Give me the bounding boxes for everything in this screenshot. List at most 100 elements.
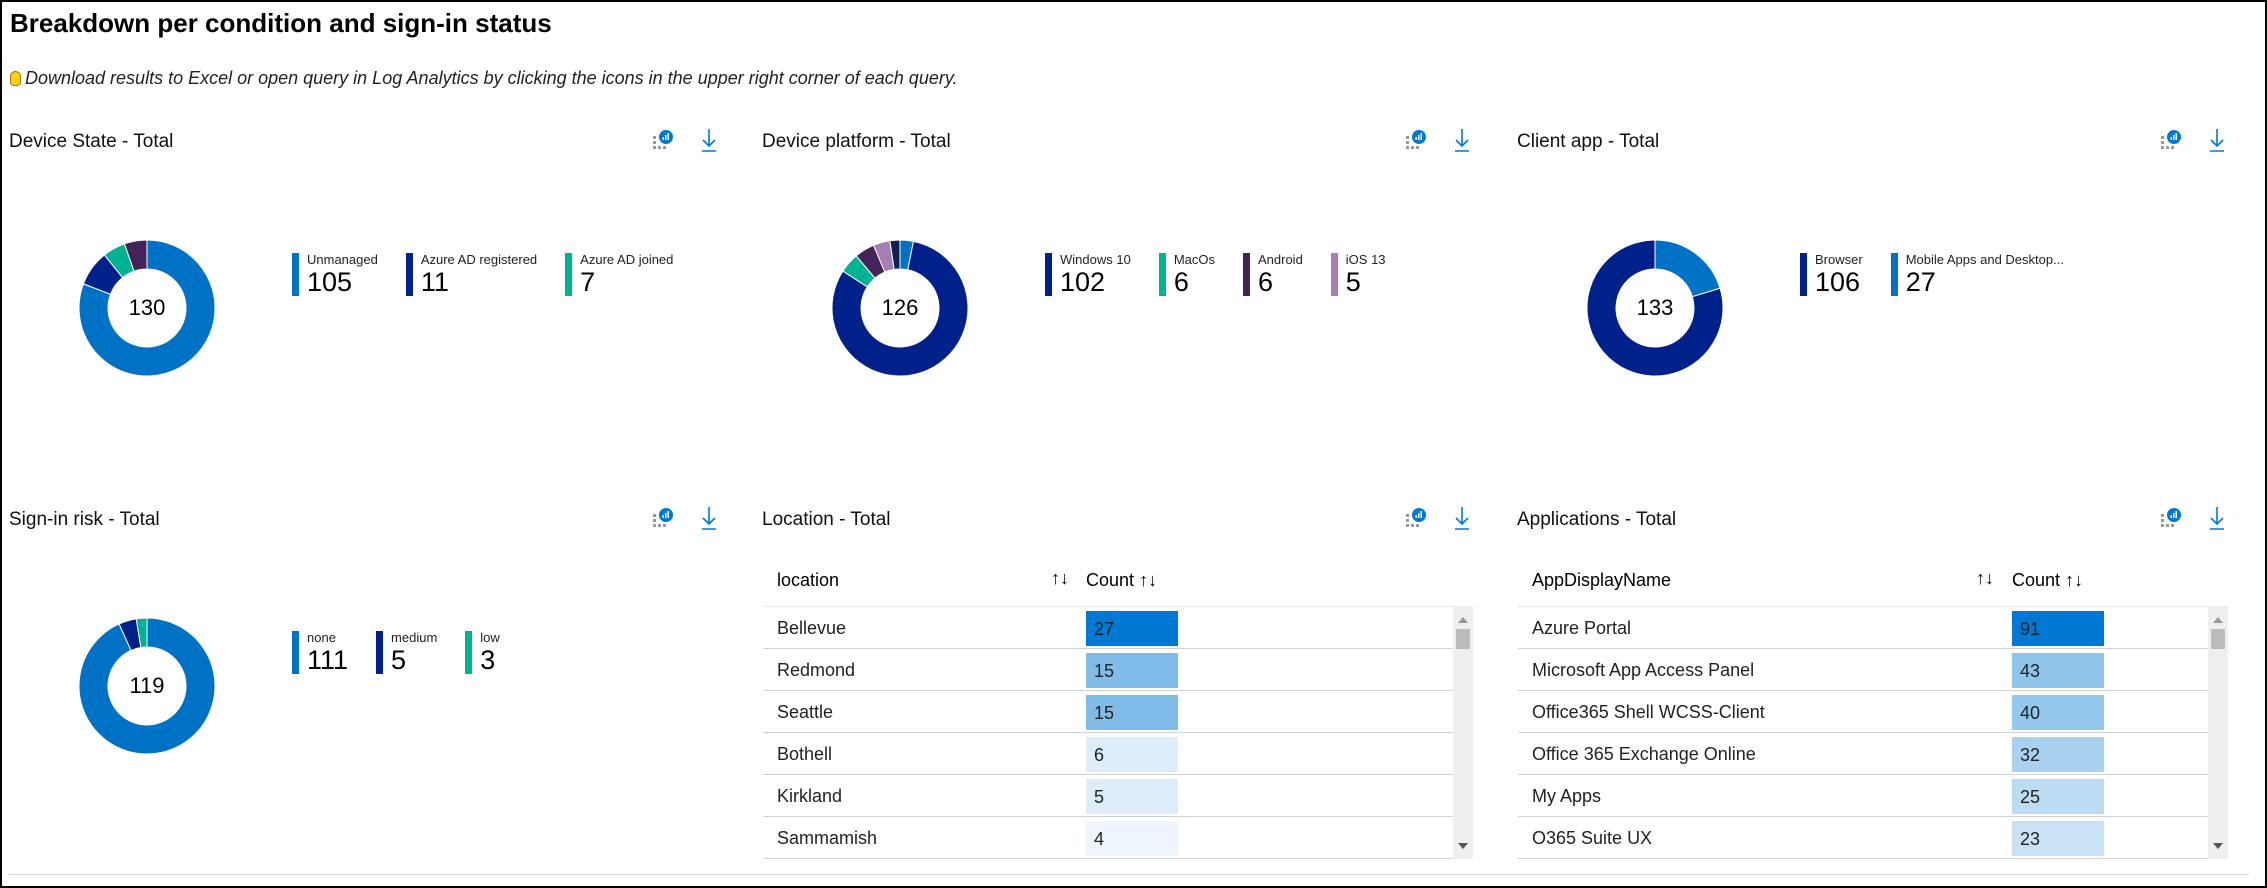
sort-icon[interactable]: ↑↓: [2065, 570, 2084, 590]
table-row[interactable]: Redmond 15: [763, 649, 1453, 691]
legend-item[interactable]: Azure AD registered 11: [405, 252, 538, 297]
scroll-up-arrow-icon[interactable]: [2213, 617, 2223, 623]
donut-slice-unmanaged[interactable]: [78, 239, 216, 377]
table-row[interactable]: Kirkland 5: [763, 775, 1453, 817]
row-name: Office 365 Exchange Online: [1532, 744, 1756, 764]
row-name: Kirkland: [777, 786, 843, 806]
row-name: My Apps: [1532, 786, 1602, 806]
column-header-count[interactable]: Count ↑↓: [2012, 570, 2084, 590]
log-analytics-icon[interactable]: [652, 129, 674, 151]
divider: [9, 874, 2249, 875]
row-count: 40: [2012, 695, 2104, 730]
chart-legend: Windows 10 102 MacOs 6 Android 6 iOS 13 …: [1045, 253, 1386, 297]
table-row[interactable]: Azure Portal 91: [1518, 607, 2208, 649]
donut-slice-none[interactable]: [78, 617, 216, 755]
legend-item[interactable]: Mobile Apps and Desktop... 27: [1890, 252, 2064, 297]
table-header: AppDisplayName ↑↓ Count ↑↓: [1518, 554, 2228, 607]
donut-chart: [78, 239, 216, 377]
legend-item[interactable]: none 111: [292, 631, 348, 675]
table-row[interactable]: Sammamish 4: [763, 817, 1453, 859]
download-icon[interactable]: [1452, 127, 1472, 153]
sort-icon[interactable]: ↑↓: [1051, 568, 1069, 588]
donut-slice[interactable]: [889, 239, 901, 271]
legend-item[interactable]: Unmanaged 105: [292, 253, 378, 297]
download-icon[interactable]: [1452, 505, 1472, 531]
download-icon[interactable]: [699, 505, 719, 531]
row-count: 25: [2012, 779, 2104, 814]
table-row[interactable]: Seattle 15: [763, 691, 1453, 733]
legend-label: medium: [391, 630, 438, 645]
chart-legend: none 111 medium 5 low 3: [292, 631, 500, 675]
table-row[interactable]: Office 365 Exchange Online 32: [1518, 733, 2208, 775]
download-icon[interactable]: [2207, 505, 2227, 531]
scrollbar-thumb[interactable]: [1456, 629, 1470, 649]
legend-value: 102: [1060, 267, 1106, 297]
log-analytics-icon[interactable]: [652, 507, 674, 529]
legend-item[interactable]: Browser 106: [1800, 253, 1863, 297]
chart-legend: Browser 106 Mobile Apps and Desktop... 2…: [1800, 253, 2064, 297]
legend-value: 27: [1905, 267, 1936, 297]
table-row[interactable]: Office365 Shell WCSS-Client 40: [1518, 691, 2208, 733]
table-row[interactable]: O365 Suite UX 23: [1518, 817, 2208, 859]
log-analytics-icon[interactable]: [2160, 507, 2182, 529]
data-table: AppDisplayName ↑↓ Count ↑↓ Azure Portal …: [1518, 554, 2228, 859]
table-header: location ↑↓ Count ↑↓: [763, 554, 1473, 607]
table-row[interactable]: Bothell 6: [763, 733, 1453, 775]
legend-label: Android: [1257, 252, 1303, 267]
legend-label: Mobile Apps and Desktop...: [1905, 252, 2064, 267]
page-title: Breakdown per condition and sign-in stat…: [10, 8, 552, 38]
sort-icon[interactable]: ↑↓: [1139, 570, 1158, 590]
scroll-down-arrow-icon[interactable]: [1458, 843, 1468, 849]
row-count: 4: [1086, 821, 1178, 856]
donut-slice-windows-10[interactable]: [831, 240, 969, 377]
legend-item[interactable]: Azure AD joined 7: [565, 253, 673, 297]
legend-label: MacOs: [1173, 252, 1215, 267]
donut-chart: [831, 239, 969, 377]
legend-item[interactable]: Windows 10 102: [1045, 253, 1131, 297]
panel-device-platform: Device platform - Total 126 Windows 10 1…: [762, 129, 1516, 501]
donut-slice-low[interactable]: [135, 617, 148, 649]
vertical-scrollbar[interactable]: [1453, 607, 1473, 859]
hint-text-row: Download results to Excel or open query …: [10, 68, 958, 89]
legend-swatch: [565, 253, 573, 296]
row-count: 23: [2012, 821, 2104, 856]
log-analytics-icon[interactable]: [1405, 129, 1427, 151]
vertical-scrollbar[interactable]: [2208, 607, 2228, 859]
legend-value: 105: [307, 267, 353, 297]
column-header-name[interactable]: location: [777, 570, 840, 590]
download-icon[interactable]: [699, 127, 719, 153]
sort-icon[interactable]: ↑↓: [1976, 568, 1994, 588]
legend-label: Unmanaged: [307, 252, 378, 267]
legend-swatch: [292, 253, 299, 296]
log-analytics-icon[interactable]: [2160, 129, 2182, 151]
legend-item[interactable]: low 3: [465, 631, 500, 675]
row-count: 43: [2012, 653, 2104, 688]
panel-title: Client app - Total: [1517, 131, 1660, 152]
scroll-up-arrow-icon[interactable]: [1458, 617, 1468, 623]
legend-item[interactable]: iOS 13 5: [1330, 252, 1386, 297]
legend-label: Azure AD registered: [420, 252, 538, 267]
row-name: Bellevue: [777, 618, 847, 638]
column-header-count[interactable]: Count ↑↓: [1086, 570, 1158, 590]
legend-swatch: [1890, 253, 1898, 296]
row-count: 5: [1086, 779, 1178, 814]
donut-slice-browser[interactable]: [1586, 239, 1724, 377]
scroll-down-arrow-icon[interactable]: [2213, 843, 2223, 849]
donut-total: 130: [128, 295, 166, 320]
legend-label: iOS 13: [1345, 252, 1386, 267]
table-row[interactable]: My Apps 25: [1518, 775, 2208, 817]
column-header-name[interactable]: AppDisplayName: [1532, 570, 1672, 590]
log-analytics-icon[interactable]: [1405, 507, 1427, 529]
row-count: 15: [1086, 653, 1178, 688]
row-name: Redmond: [777, 660, 856, 680]
panel-title: Device State - Total: [9, 131, 174, 152]
donut-slice[interactable]: [123, 239, 148, 272]
table-row[interactable]: Microsoft App Access Panel 43: [1518, 649, 2208, 691]
legend-item[interactable]: medium 5: [376, 631, 437, 675]
legend-item[interactable]: Android 6: [1242, 252, 1303, 297]
download-icon[interactable]: [2207, 127, 2227, 153]
scrollbar-thumb[interactable]: [2211, 629, 2225, 649]
table-row[interactable]: Bellevue 27: [763, 607, 1453, 649]
legend-item[interactable]: MacOs 6: [1158, 252, 1215, 297]
legend-value: 5: [1345, 267, 1361, 297]
